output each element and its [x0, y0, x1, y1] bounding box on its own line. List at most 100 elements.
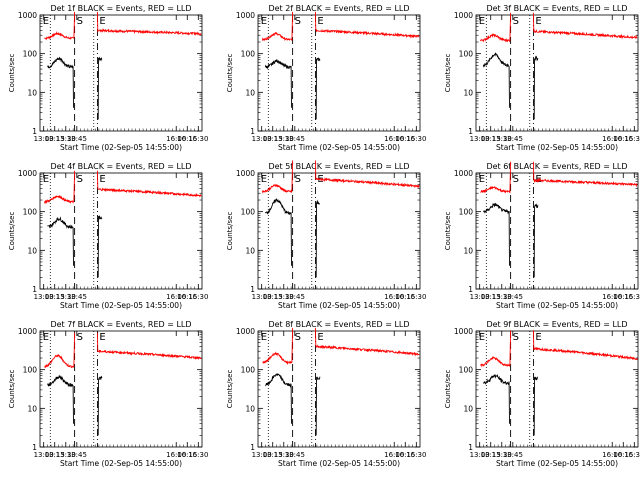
- lld-curve-segment-1: [44, 332, 76, 369]
- events-curve-segment-2: [97, 215, 103, 278]
- lld-curve-segment-2: [532, 12, 638, 40]
- x-tick-label: 13:15: [45, 451, 65, 459]
- x-axis-label: Start Time (02-Sep-05 14:55:00): [60, 143, 182, 152]
- marker-label: E: [317, 332, 323, 343]
- x-tick-label: 13:45: [503, 451, 523, 459]
- panel-det-6: Det 6f BLACK = Events, RED = LLD 1 10 100 10…: [444, 161, 640, 310]
- y-tick-label: 100: [459, 366, 474, 375]
- events-curve-segment-1: [483, 202, 510, 266]
- y-tick-label: 10: [463, 246, 473, 255]
- marker-label: E: [479, 332, 485, 343]
- x-tick-label: 16:15: [613, 135, 633, 143]
- x-tick-label: 13:15: [45, 293, 65, 301]
- panel-det-2: Det 2f BLACK = Events, RED = LLD 1 10 100 10…: [226, 4, 426, 152]
- lld-curve-segment-2: [96, 332, 202, 361]
- x-tick-label: 16:15: [395, 451, 415, 459]
- x-tick-label: 16:00: [166, 135, 186, 143]
- y-tick-label: 1: [250, 285, 255, 294]
- x-tick-label: 13:30: [56, 135, 76, 143]
- x-tick-label: 13:00: [34, 451, 54, 459]
- x-tick-label: 13:00: [470, 293, 490, 301]
- lld-curve-segment-1: [262, 327, 294, 366]
- events-curve-segment-2: [533, 55, 539, 120]
- marker-label: E: [317, 16, 323, 27]
- y-axis-label: Counts/sec: [444, 54, 452, 93]
- panel-det-3: Det 3f BLACK = Events, RED = LLD 1 10 100 10…: [444, 4, 640, 152]
- y-tick-label: 1: [468, 443, 473, 452]
- marker-label: S: [513, 174, 519, 185]
- y-tick-label: 100: [23, 208, 38, 217]
- marker-label: E: [43, 332, 49, 343]
- marker-label: E: [535, 332, 541, 343]
- x-tick-label: 16:30: [188, 135, 208, 143]
- y-tick-label: 1: [250, 127, 255, 136]
- y-tick-label: 1: [468, 285, 473, 294]
- y-tick-label: 10: [463, 404, 473, 413]
- panel-det-5: Det 5f BLACK = Events, RED = LLD 1 10 100 10…: [226, 160, 426, 310]
- marker-label: S: [295, 174, 301, 185]
- x-tick-label: 13:45: [67, 293, 87, 301]
- events-curve-segment-1: [47, 216, 74, 266]
- y-tick-label: 10: [27, 246, 37, 255]
- y-axis-label: Counts/sec: [226, 212, 234, 251]
- lld-curve-segment-2: [314, 160, 420, 188]
- x-tick-label: 16:00: [166, 451, 186, 459]
- lld-curve-segment-1: [261, 11, 294, 42]
- events-curve-segment-2: [315, 57, 321, 120]
- x-tick-label: 13:30: [492, 451, 512, 459]
- x-tick-label: 16:30: [188, 451, 208, 459]
- lld-curve-segment-1: [261, 160, 294, 194]
- y-tick-label: 100: [241, 208, 256, 217]
- lld-curve-segment-1: [44, 11, 76, 41]
- x-tick-label: 16:15: [395, 135, 415, 143]
- x-tick-label: 16:30: [406, 293, 426, 301]
- panel-title: Det 9f BLACK = Events, RED = LLD: [486, 320, 627, 329]
- x-tick-label: 13:45: [67, 135, 87, 143]
- panel-det-7: Det 7f BLACK = Events, RED = LLD 1 10 100 10…: [8, 320, 208, 468]
- x-tick-label: 16:30: [624, 451, 640, 459]
- y-axis-label: Counts/sec: [226, 54, 234, 93]
- marker-label: E: [261, 16, 267, 27]
- x-tick-label: 13:15: [263, 293, 283, 301]
- y-tick-label: 1: [32, 443, 37, 452]
- x-tick-label: 13:00: [252, 135, 272, 143]
- lld-curve-segment-2: [532, 330, 638, 361]
- y-tick-label: 1000: [454, 169, 473, 178]
- x-axis-label: Start Time (02-Sep-05 14:55:00): [496, 459, 618, 468]
- x-tick-label: 16:15: [177, 135, 197, 143]
- y-tick-label: 100: [23, 50, 38, 59]
- x-tick-label: 16:30: [624, 135, 640, 143]
- lld-curve-segment-2: [96, 11, 202, 36]
- marker-label: S: [77, 332, 83, 343]
- x-tick-label: 13:00: [470, 451, 490, 459]
- x-axis-label: Start Time (02-Sep-05 14:55:00): [278, 143, 400, 152]
- x-tick-label: 13:00: [34, 135, 54, 143]
- x-tick-label: 16:15: [613, 293, 633, 301]
- x-tick-label: 16:15: [613, 451, 633, 459]
- panel-title: Det 8f BLACK = Events, RED = LLD: [268, 320, 409, 329]
- x-axis-label: Start Time (02-Sep-05 14:55:00): [278, 459, 400, 468]
- y-tick-label: 1000: [18, 169, 37, 178]
- x-tick-label: 16:15: [177, 293, 197, 301]
- panel-det-4: Det 4f BLACK = Events, RED = LLD 1 10 100 10…: [8, 162, 208, 310]
- y-axis-label: Counts/sec: [444, 212, 452, 251]
- marker-label: E: [99, 332, 105, 343]
- x-axis-label: Start Time (02-Sep-05 14:55:00): [60, 459, 182, 468]
- y-tick-label: 1000: [236, 169, 255, 178]
- x-tick-label: 13:30: [274, 135, 294, 143]
- x-tick-label: 16:00: [384, 451, 404, 459]
- y-axis-label: Counts/sec: [8, 370, 16, 409]
- x-tick-label: 16:00: [384, 293, 404, 301]
- x-tick-label: 13:15: [481, 135, 501, 143]
- marker-label: E: [99, 16, 105, 27]
- y-tick-label: 1: [250, 443, 255, 452]
- x-tick-label: 16:15: [177, 451, 197, 459]
- x-tick-label: 13:30: [274, 451, 294, 459]
- panel-title: Det 6f BLACK = Events, RED = LLD: [486, 162, 627, 171]
- x-tick-label: 13:30: [56, 293, 76, 301]
- lld-curve-segment-1: [479, 12, 512, 43]
- plot-frame: [39, 330, 203, 448]
- marker-label: E: [99, 174, 105, 185]
- marker-label: E: [479, 174, 485, 185]
- x-tick-label: 16:30: [624, 293, 640, 301]
